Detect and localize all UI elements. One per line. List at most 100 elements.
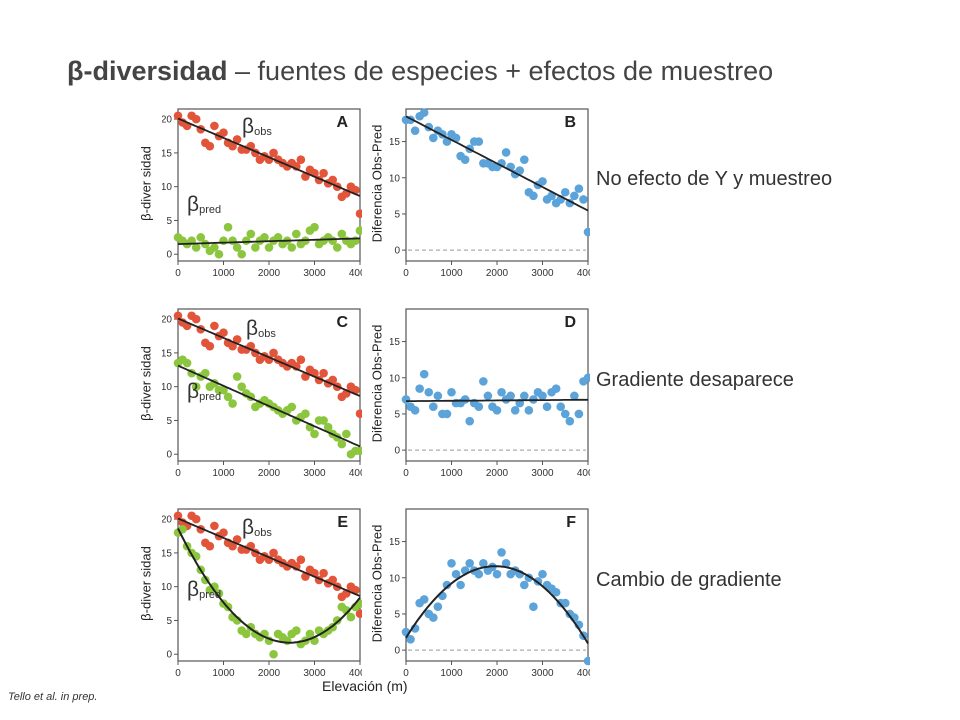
x-tick-label: 3000 <box>303 268 326 279</box>
pred-point <box>196 233 206 242</box>
obs-point <box>228 141 237 151</box>
x-tick-label: 2000 <box>486 268 509 279</box>
x-tick-label: 3000 <box>303 668 326 679</box>
obs-point <box>210 321 219 331</box>
diff-point <box>501 558 511 568</box>
pred-point <box>355 226 362 235</box>
diff-point <box>538 569 547 579</box>
obs-point <box>173 111 183 121</box>
pred-point <box>301 409 310 419</box>
diff-fit-line <box>405 565 589 645</box>
y-tick-label: 5 <box>394 209 400 220</box>
diff-point <box>474 402 484 412</box>
diff-point <box>551 384 561 393</box>
obs-point <box>219 328 228 337</box>
obs-point <box>210 521 219 531</box>
pred-fit-line <box>177 237 361 245</box>
obs-point <box>296 555 306 564</box>
citation: Tello et al. in prep. <box>8 691 98 703</box>
x-tick-label: 1000 <box>440 668 463 679</box>
obs-point <box>219 128 228 137</box>
x-tick-label: 2000 <box>486 668 509 679</box>
obs-point <box>328 175 337 185</box>
obs-point <box>173 311 183 321</box>
pred-point <box>191 382 201 391</box>
obs-point <box>228 541 237 551</box>
diff-point <box>570 391 579 401</box>
pred-point <box>201 368 210 378</box>
y-tick-label: 10 <box>390 373 400 384</box>
pred-point <box>337 439 347 449</box>
x-tick-label: 0 <box>403 268 409 279</box>
obs-point <box>210 121 219 131</box>
diff-point <box>483 391 493 401</box>
x-tick-label: 4000 <box>577 468 590 479</box>
obs-fit-line <box>177 317 361 397</box>
x-tick-label: 2000 <box>258 268 281 279</box>
pred-fit-line <box>177 364 361 448</box>
x-tick-label: 3000 <box>531 268 554 279</box>
x-tick-label: 0 <box>175 268 181 279</box>
obs-fit-line <box>177 517 361 597</box>
panel-letter: D <box>564 314 576 331</box>
pred-fit-line <box>177 527 361 644</box>
pred-point <box>310 429 319 439</box>
x-tick-label: 0 <box>175 468 181 479</box>
diff-point <box>583 656 590 666</box>
obs-point <box>228 341 237 351</box>
pred-point <box>219 236 228 246</box>
obs-fit-line <box>177 117 361 197</box>
y-tick-label: 10 <box>390 173 400 184</box>
y-axis-label-row3-right: Diferencia Obs-Pred <box>369 524 385 643</box>
diff-point <box>497 548 506 557</box>
diff-point <box>520 580 529 590</box>
y-tick-label: 5 <box>166 416 172 427</box>
y-tick-label: 5 <box>166 616 172 627</box>
obs-point <box>328 575 337 585</box>
pred-point <box>292 229 301 239</box>
diff-point <box>492 406 502 415</box>
diff-point <box>451 569 461 579</box>
y-tick-label: 5 <box>394 409 400 420</box>
y-tick-label: 0 <box>394 646 400 657</box>
pred-point <box>273 233 283 242</box>
diff-point <box>424 387 434 397</box>
x-tick-label: 1000 <box>212 668 235 679</box>
diff-fit-line <box>406 398 588 402</box>
obs-point <box>319 168 328 178</box>
pred-point <box>260 233 269 242</box>
pred-point <box>251 243 260 252</box>
diff-point <box>515 166 525 175</box>
diff-point <box>429 133 438 143</box>
diff-point <box>465 416 474 426</box>
panel-f-chart: 0 1000 2000 3000 4000 0 5 10 15 F <box>390 508 590 679</box>
y-axis-label-row1-right: Diferencia Obs-Pred <box>369 124 385 243</box>
diff-point <box>574 184 584 193</box>
obs-point <box>319 368 328 378</box>
x-tick-label: 3000 <box>531 468 554 479</box>
pred-point <box>287 402 297 412</box>
diff-point <box>520 391 529 401</box>
diff-point <box>565 416 575 426</box>
panel-e-chart: 0100020003000400005101520Eβobsβpred <box>162 508 362 679</box>
diff-point <box>433 391 443 401</box>
diff-point <box>456 580 465 590</box>
panel-d-chart: 0 1000 2000 3000 4000 0 5 10 15 D <box>390 308 590 479</box>
y-tick-label: 10 <box>162 582 172 593</box>
pred-point <box>210 243 219 252</box>
pred-point <box>305 629 315 639</box>
diff-point <box>556 402 565 412</box>
obs-point <box>173 511 183 521</box>
obs-point <box>355 609 362 619</box>
panel-letter: A <box>336 114 348 131</box>
diff-point <box>570 191 579 201</box>
pred-point <box>219 385 228 395</box>
x-tick-label: 3000 <box>303 468 326 479</box>
title-bold: β-diversidad <box>67 56 228 86</box>
plot-frame <box>405 508 589 662</box>
diff-point <box>501 148 511 157</box>
x-tick-label: 4000 <box>577 268 590 279</box>
x-tick-label: 4000 <box>349 468 362 479</box>
diff-point <box>524 406 534 415</box>
diff-point <box>433 602 443 612</box>
